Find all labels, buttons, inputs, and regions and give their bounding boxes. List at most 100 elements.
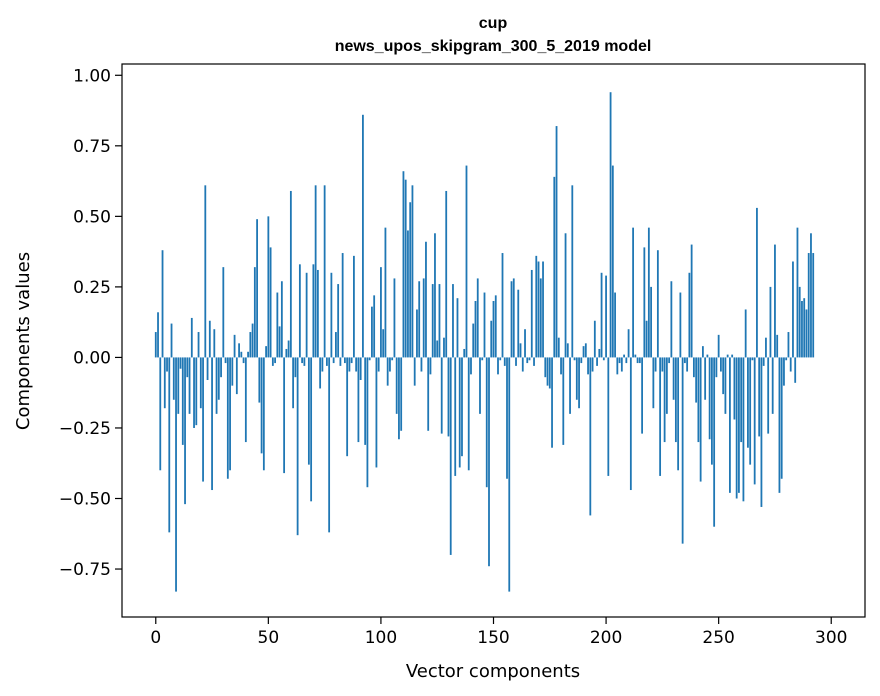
- bar-268: [758, 357, 761, 437]
- bar-118: [420, 357, 423, 372]
- bar-247: [710, 357, 713, 465]
- bar-162: [519, 343, 522, 358]
- x-tick-label: 250: [702, 628, 734, 648]
- x-tick-label: 200: [590, 628, 622, 648]
- bar-65: [301, 357, 304, 364]
- bar-59: [287, 340, 290, 358]
- bar-3: [161, 250, 164, 358]
- bar-41: [247, 351, 249, 358]
- bar-171: [539, 278, 542, 358]
- bar-176: [551, 357, 553, 448]
- bar-259: [738, 357, 740, 493]
- bar-21: [202, 357, 204, 482]
- bar-116: [416, 309, 418, 358]
- bar-158: [510, 281, 513, 358]
- bar-223: [656, 250, 659, 358]
- bar-110: [402, 171, 405, 358]
- bar-272: [767, 357, 770, 434]
- bar-203: [611, 165, 614, 358]
- bar-145: [481, 357, 484, 361]
- bar-78: [330, 272, 333, 358]
- bar-35: [233, 334, 236, 358]
- bar-226: [663, 357, 666, 443]
- bar-151: [494, 295, 497, 358]
- bar-155: [503, 357, 506, 366]
- bar-27: [215, 357, 218, 414]
- bar-210: [627, 329, 630, 358]
- bar-79: [332, 357, 335, 364]
- bar-241: [697, 357, 700, 443]
- bar-47: [260, 357, 263, 454]
- bar-117: [418, 281, 421, 358]
- bars-group: [154, 92, 815, 592]
- bar-193: [589, 357, 592, 516]
- x-tick-label: 50: [258, 628, 280, 648]
- bar-86: [348, 357, 351, 372]
- bar-46: [258, 357, 261, 403]
- bar-263: [747, 357, 749, 448]
- bar-87: [350, 357, 353, 364]
- bar-177: [553, 176, 556, 358]
- bar-142: [474, 301, 477, 358]
- bar-220: [650, 286, 653, 358]
- bar-237: [688, 272, 691, 358]
- bar-127: [440, 357, 443, 434]
- bar-257: [733, 357, 736, 420]
- bar-284: [794, 357, 797, 383]
- bar-122: [429, 357, 432, 375]
- bar-243: [701, 346, 704, 358]
- y-tick-label: −0.50: [59, 490, 111, 510]
- bar-7: [170, 323, 173, 358]
- bar-76: [325, 357, 328, 366]
- bar-119: [422, 278, 425, 358]
- bar-42: [249, 332, 252, 358]
- bar-16: [190, 317, 193, 358]
- bar-115: [413, 357, 416, 386]
- bar-200: [605, 275, 607, 358]
- bar-186: [573, 357, 576, 361]
- bar-28: [217, 357, 220, 400]
- bar-273: [769, 286, 772, 358]
- bar-157: [508, 357, 511, 592]
- bar-80: [334, 332, 337, 358]
- bar-82: [339, 357, 342, 366]
- bar-31: [224, 357, 227, 364]
- x-axis-label: Vector components: [406, 661, 580, 682]
- y-tick-label: −0.25: [59, 419, 111, 439]
- bar-126: [438, 284, 441, 358]
- x-tick-label: 0: [150, 628, 161, 648]
- bar-267: [756, 207, 758, 358]
- bar-236: [686, 357, 689, 372]
- bar-50: [267, 216, 270, 358]
- bar-58: [285, 348, 288, 358]
- bar-209: [625, 357, 628, 364]
- bar-181: [562, 357, 565, 445]
- bar-192: [587, 357, 589, 375]
- bar-159: [512, 278, 515, 358]
- bar-281: [787, 332, 790, 358]
- y-tick-label: 0.25: [73, 278, 111, 298]
- bar-160: [515, 357, 517, 366]
- bar-164: [524, 329, 526, 358]
- bar-60: [289, 190, 292, 358]
- bar-180: [560, 357, 562, 375]
- bar-95: [368, 357, 371, 361]
- bar-39: [242, 357, 245, 364]
- bar-169: [535, 255, 538, 358]
- bar-5: [166, 357, 168, 372]
- x-tick-label: 100: [365, 628, 397, 648]
- bar-53: [274, 357, 277, 364]
- bar-123: [431, 284, 434, 358]
- bar-124: [434, 233, 436, 358]
- bar-91: [359, 357, 362, 380]
- bar-274: [771, 357, 774, 414]
- bar-26: [213, 329, 216, 358]
- bar-240: [695, 357, 698, 403]
- bar-197: [598, 348, 601, 358]
- bar-0: [154, 332, 157, 358]
- bar-278: [780, 357, 783, 479]
- bar-98: [375, 357, 378, 468]
- bar-141: [472, 323, 475, 358]
- bar-36: [235, 357, 238, 395]
- bar-161: [517, 289, 520, 358]
